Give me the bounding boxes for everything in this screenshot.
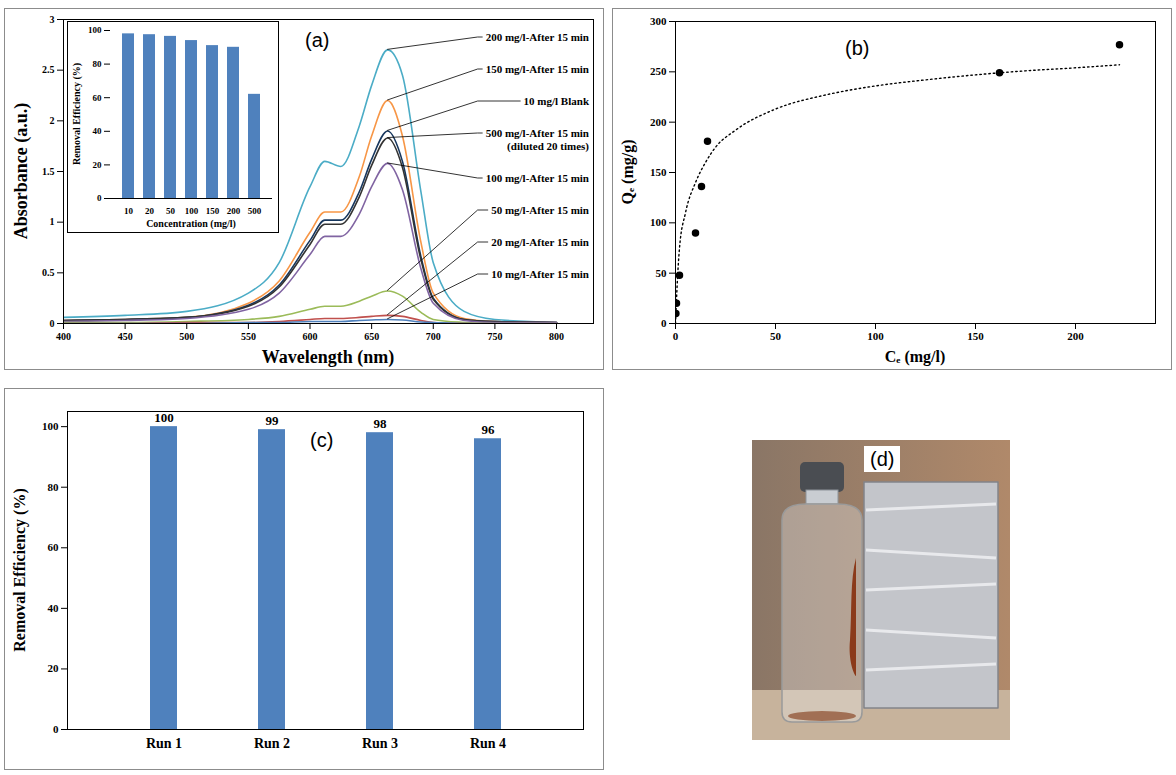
html-text:(b): (b) [845,37,870,59]
html-text:(a): (a) [305,29,330,51]
svg-text:Concentration (mg/l): Concentration (mg/l) [146,218,236,230]
svg-text:20 mg/l-After 15 min: 20 mg/l-After 15 min [491,236,589,248]
svg-text:99: 99 [266,413,280,428]
svg-text:400: 400 [56,331,71,342]
svg-text:Removal Efficiency (%): Removal Efficiency (%) [71,63,83,165]
svg-text:10 mg/l Blank: 10 mg/l Blank [524,95,590,107]
svg-text:98: 98 [374,416,388,431]
svg-text:200: 200 [1067,330,1084,342]
svg-text:0: 0 [673,330,679,342]
svg-text:2.5: 2.5 [42,64,55,75]
svg-text:50: 50 [166,206,176,216]
svg-text:3: 3 [50,14,55,25]
svg-text:96: 96 [482,422,496,437]
svg-text:800: 800 [549,331,564,342]
svg-text:2: 2 [50,115,55,126]
svg-text:200: 200 [650,116,667,128]
html-text:(c): (c) [310,429,334,451]
svg-text:150: 150 [206,206,220,216]
svg-text:150 mg/l-After 15 min: 150 mg/l-After 15 min [486,63,589,75]
svg-text:50 mg/l-After 15 min: 50 mg/l-After 15 min [491,204,589,216]
svg-text:200 mg/l-After 15 min: 200 mg/l-After 15 min [486,31,589,43]
svg-text:Run 3: Run 3 [362,736,398,751]
svg-text:100: 100 [650,216,667,228]
svg-text:500: 500 [179,331,194,342]
svg-text:20: 20 [145,206,155,216]
svg-text:40: 40 [48,602,60,614]
svg-text:60: 60 [93,93,103,103]
svg-text:550: 550 [241,331,256,342]
svg-text:150: 150 [967,330,984,342]
svg-text:20: 20 [93,160,103,170]
svg-text:150: 150 [650,166,667,178]
svg-text:300: 300 [650,15,667,27]
svg-text:0: 0 [50,318,55,329]
svg-text:Run 1: Run 1 [146,736,182,751]
svg-text:Removal Efficiency (%): Removal Efficiency (%) [11,488,29,652]
svg-text:80: 80 [48,481,60,493]
svg-text:0: 0 [53,723,59,735]
svg-text:Qₑ (mg/g): Qₑ (mg/g) [619,139,637,204]
svg-text:100: 100 [185,206,199,216]
svg-text:1: 1 [50,216,55,227]
svg-text:50: 50 [770,330,782,342]
svg-text:700: 700 [426,331,441,342]
svg-text:600: 600 [303,331,318,342]
svg-text:Wavelength (nm): Wavelength (nm) [262,347,395,368]
svg-text:100 mg/l-After 15 min: 100 mg/l-After 15 min [486,172,589,184]
svg-text:250: 250 [650,65,667,77]
svg-text:0: 0 [97,193,102,203]
svg-text:100: 100 [154,410,174,425]
svg-text:100: 100 [88,25,102,35]
svg-text:1.5: 1.5 [42,166,55,177]
svg-text:650: 650 [364,331,379,342]
svg-text:100: 100 [42,420,59,432]
svg-text:Absorbance (a.u.): Absorbance (a.u.) [11,103,32,240]
svg-text:40: 40 [93,126,103,136]
svg-text:500 mg/l-After 15 min(diluted: 500 mg/l-After 15 min(diluted 20 times) [486,127,590,153]
svg-text:500: 500 [248,206,262,216]
svg-text:450: 450 [118,331,133,342]
svg-text:Run 4: Run 4 [470,736,506,751]
svg-text:20: 20 [48,662,60,674]
svg-text:50: 50 [656,267,668,279]
svg-text:100: 100 [867,330,884,342]
svg-text:80: 80 [93,59,103,69]
svg-text:60: 60 [48,541,60,553]
svg-text:10 mg/l-After 15 min: 10 mg/l-After 15 min [491,268,589,280]
svg-text:200: 200 [227,206,241,216]
svg-text:750: 750 [487,331,502,342]
svg-text:0: 0 [661,317,667,329]
svg-text:Run 2: Run 2 [254,736,290,751]
svg-text:10: 10 [124,206,134,216]
svg-text:Cₑ (mg/l): Cₑ (mg/l) [885,348,946,366]
html-text:(d): (d) [870,448,895,470]
svg-text:0.5: 0.5 [42,267,55,278]
